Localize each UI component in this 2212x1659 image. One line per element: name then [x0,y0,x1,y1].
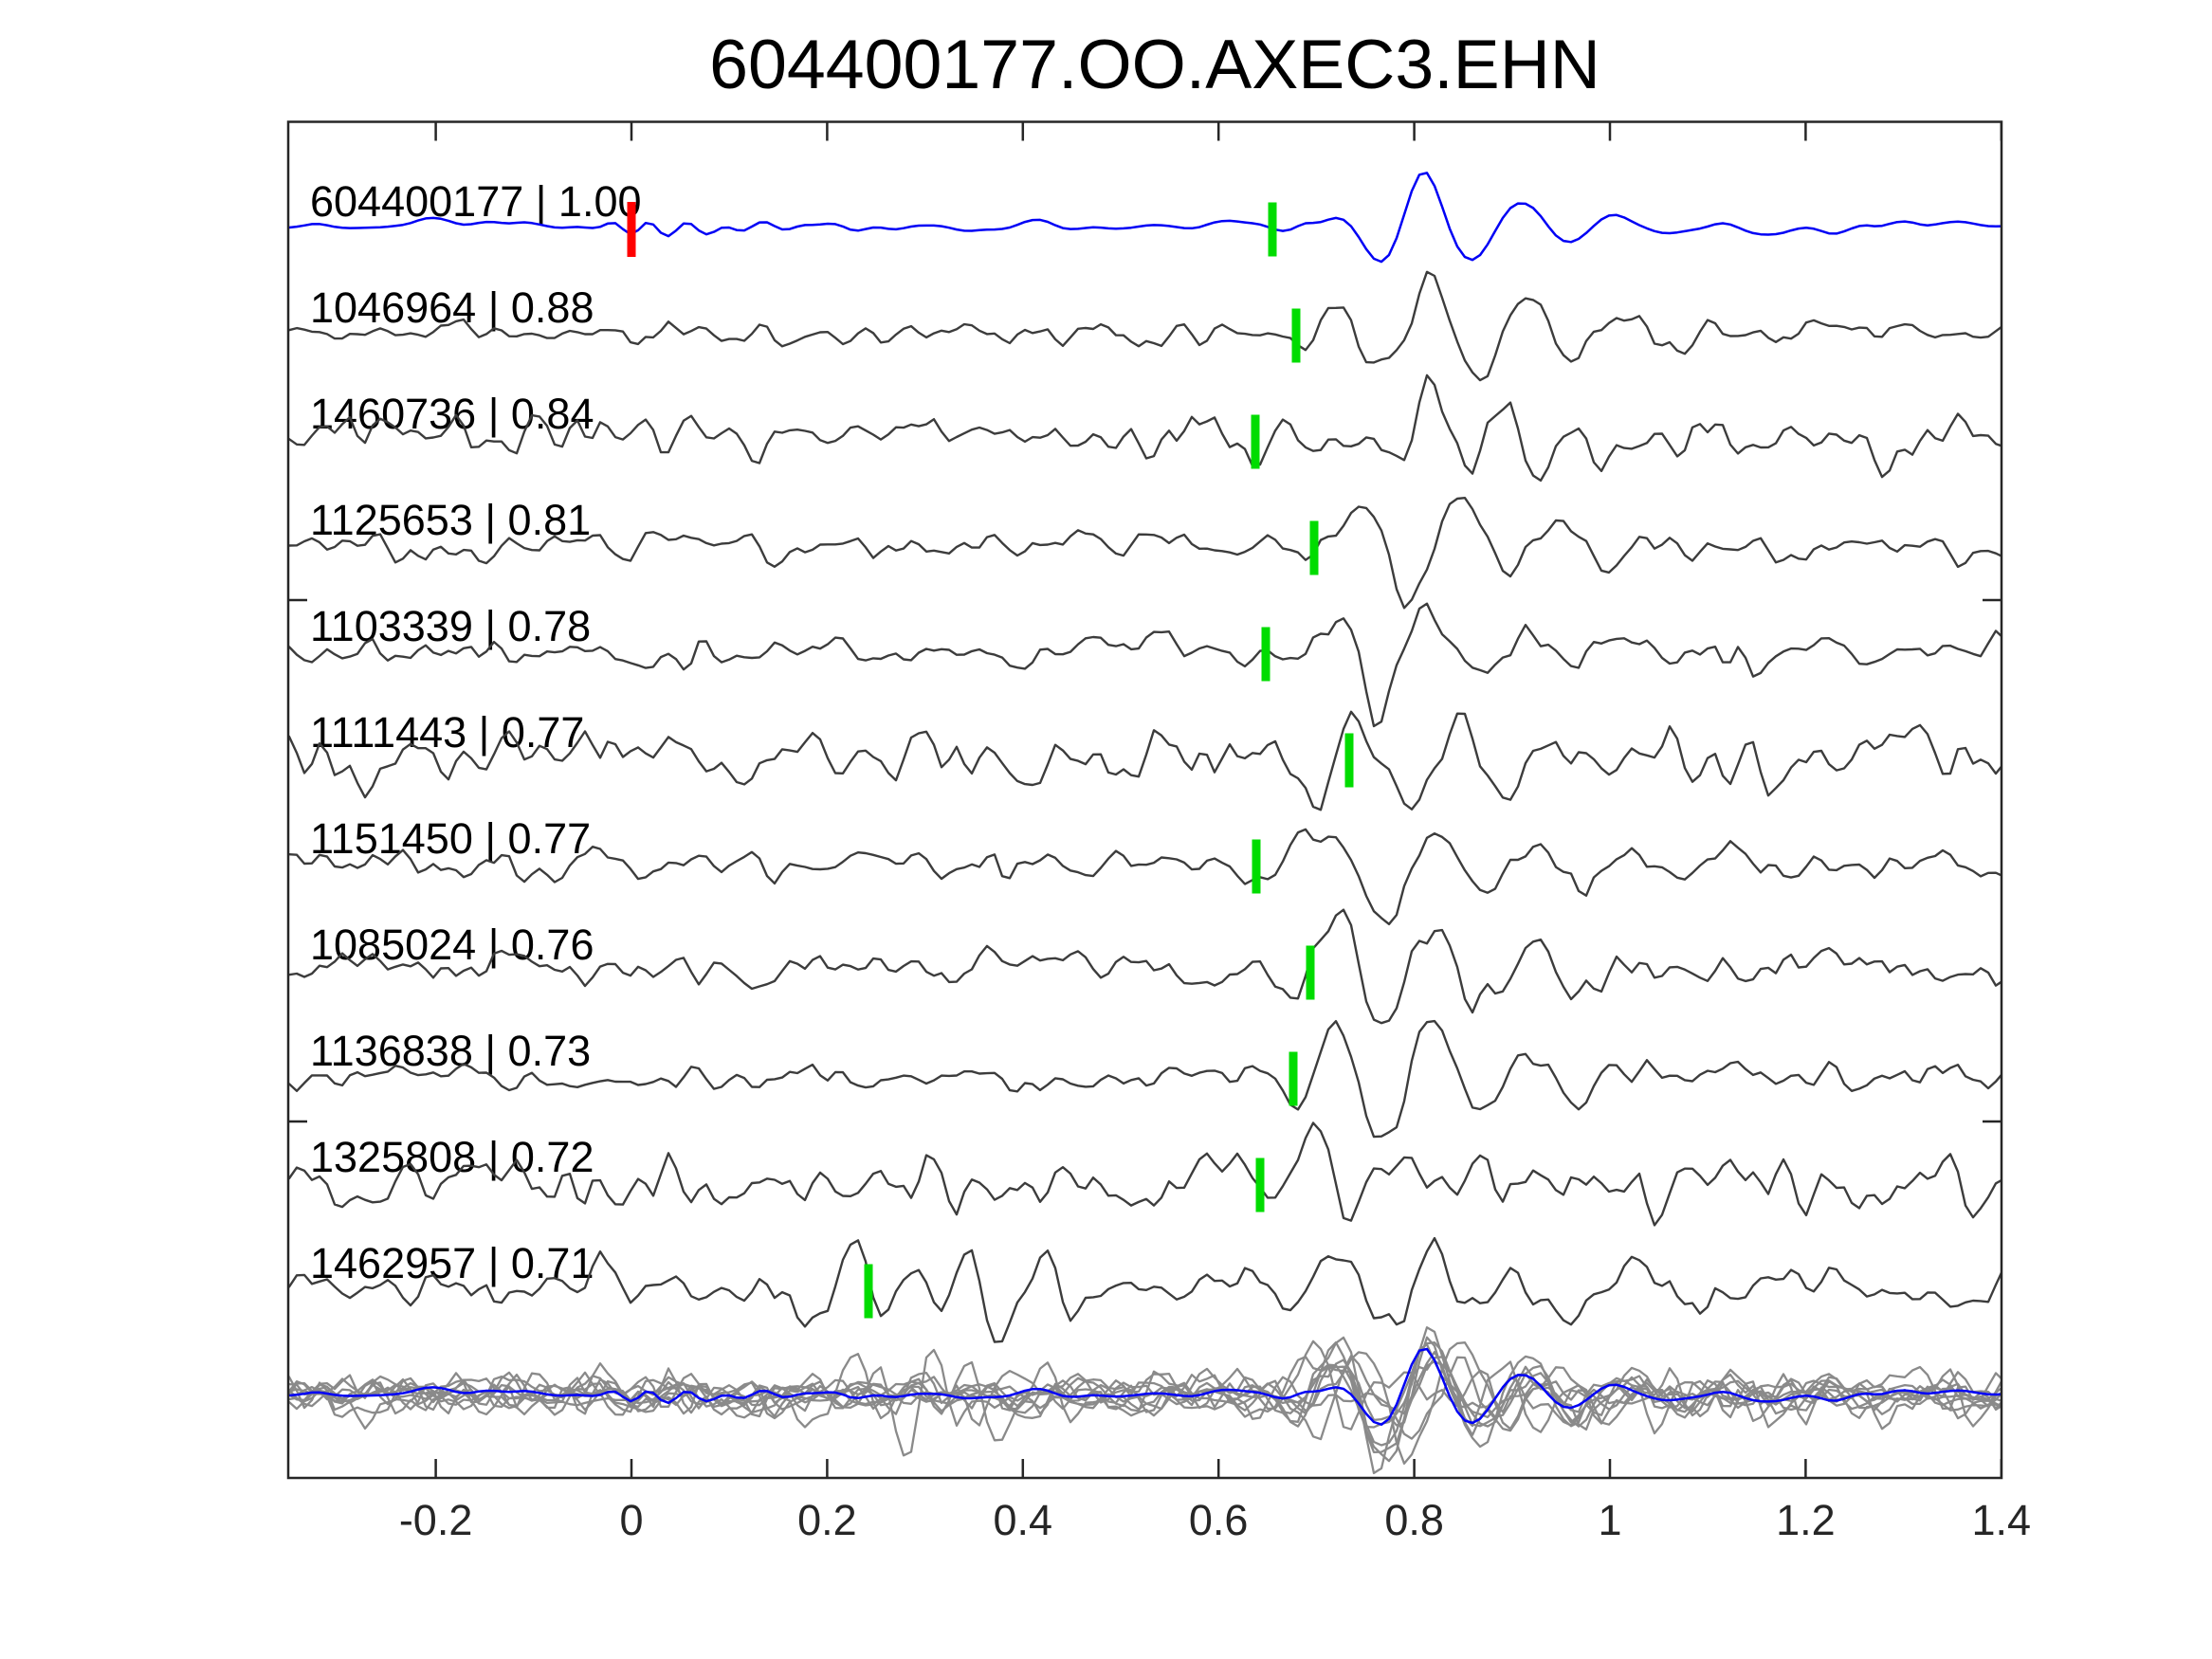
svg-text:604400177.OO.AXEC3.EHN: 604400177.OO.AXEC3.EHN [709,25,1600,103]
svg-text:1111443 | 0.77: 1111443 | 0.77 [310,708,584,757]
svg-text:1325808 | 0.72: 1325808 | 0.72 [310,1133,594,1181]
svg-text:0.2: 0.2 [797,1496,857,1544]
svg-text:1103339 | 0.78: 1103339 | 0.78 [310,602,591,650]
svg-text:0: 0 [619,1496,643,1544]
svg-text:1046964 | 0.88: 1046964 | 0.88 [310,283,594,332]
svg-text:1.2: 1.2 [1776,1496,1836,1544]
svg-text:0.4: 0.4 [994,1496,1053,1544]
svg-text:-0.2: -0.2 [399,1496,473,1544]
svg-text:1136838 | 0.73: 1136838 | 0.73 [310,1027,591,1075]
svg-text:1085024 | 0.76: 1085024 | 0.76 [310,921,594,969]
svg-text:1460736 | 0.84: 1460736 | 0.84 [310,390,594,438]
svg-text:1125653 | 0.81: 1125653 | 0.81 [310,496,591,544]
svg-text:1151450 | 0.77: 1151450 | 0.77 [310,814,591,863]
svg-text:1: 1 [1598,1496,1621,1544]
svg-text:0.8: 0.8 [1384,1496,1444,1544]
svg-text:604400177 | 1.00: 604400177 | 1.00 [310,177,642,226]
svg-text:1.4: 1.4 [1972,1496,2032,1544]
svg-text:1462957 | 0.71: 1462957 | 0.71 [310,1239,594,1287]
svg-text:0.6: 0.6 [1189,1496,1249,1544]
